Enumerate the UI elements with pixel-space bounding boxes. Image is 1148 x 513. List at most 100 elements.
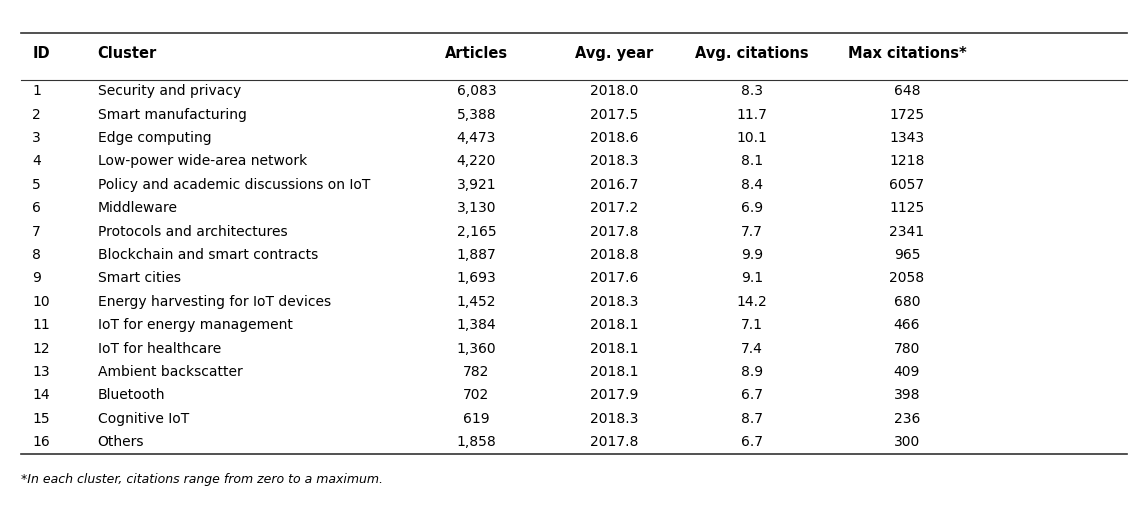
Text: Bluetooth: Bluetooth [98, 388, 165, 403]
Text: 12: 12 [32, 342, 49, 356]
Text: 780: 780 [894, 342, 920, 356]
Text: 2,165: 2,165 [457, 225, 496, 239]
Text: 619: 619 [463, 412, 490, 426]
Text: 236: 236 [894, 412, 920, 426]
Text: 1,360: 1,360 [457, 342, 496, 356]
Text: 6.9: 6.9 [740, 201, 763, 215]
Text: Smart cities: Smart cities [98, 271, 180, 285]
Text: Avg. year: Avg. year [575, 46, 653, 62]
Text: 7.7: 7.7 [740, 225, 763, 239]
Text: 466: 466 [893, 318, 921, 332]
Text: IoT for healthcare: IoT for healthcare [98, 342, 220, 356]
Text: 702: 702 [464, 388, 489, 403]
Text: 8.3: 8.3 [740, 84, 763, 98]
Text: 2017.8: 2017.8 [590, 225, 638, 239]
Text: 8.1: 8.1 [740, 154, 763, 168]
Text: 16: 16 [32, 436, 49, 449]
Text: Low-power wide-area network: Low-power wide-area network [98, 154, 307, 168]
Text: 2018.3: 2018.3 [590, 295, 638, 309]
Text: Edge computing: Edge computing [98, 131, 211, 145]
Text: 2018.3: 2018.3 [590, 412, 638, 426]
Text: Max citations*: Max citations* [847, 46, 967, 62]
Text: 11: 11 [32, 318, 49, 332]
Text: 3,130: 3,130 [457, 201, 496, 215]
Text: 2017.5: 2017.5 [590, 108, 638, 122]
Text: 2018.1: 2018.1 [590, 342, 638, 356]
Text: 300: 300 [894, 436, 920, 449]
Text: 1343: 1343 [890, 131, 924, 145]
Text: 2017.2: 2017.2 [590, 201, 638, 215]
Text: 1,887: 1,887 [457, 248, 496, 262]
Text: 2018.1: 2018.1 [590, 318, 638, 332]
Text: Ambient backscatter: Ambient backscatter [98, 365, 242, 379]
Text: 1725: 1725 [890, 108, 924, 122]
Text: 1218: 1218 [890, 154, 924, 168]
Text: 2017.8: 2017.8 [590, 436, 638, 449]
Text: Energy harvesting for IoT devices: Energy harvesting for IoT devices [98, 295, 331, 309]
Text: 1,452: 1,452 [457, 295, 496, 309]
Text: 10.1: 10.1 [737, 131, 767, 145]
Text: 6: 6 [32, 201, 41, 215]
Text: 11.7: 11.7 [737, 108, 767, 122]
Text: Middleware: Middleware [98, 201, 178, 215]
Text: 1,858: 1,858 [457, 436, 496, 449]
Text: 2017.6: 2017.6 [590, 271, 638, 285]
Text: Protocols and architectures: Protocols and architectures [98, 225, 287, 239]
Text: *In each cluster, citations range from zero to a maximum.: *In each cluster, citations range from z… [21, 473, 382, 486]
Text: 14: 14 [32, 388, 49, 403]
Text: 8: 8 [32, 248, 41, 262]
Text: Articles: Articles [445, 46, 507, 62]
Text: 9.9: 9.9 [740, 248, 763, 262]
Text: 7.1: 7.1 [740, 318, 763, 332]
Text: 782: 782 [464, 365, 489, 379]
Text: 2018.8: 2018.8 [590, 248, 638, 262]
Text: 7.4: 7.4 [740, 342, 763, 356]
Text: 8.4: 8.4 [740, 178, 763, 192]
Text: 13: 13 [32, 365, 49, 379]
Text: 398: 398 [893, 388, 921, 403]
Text: 3: 3 [32, 131, 41, 145]
Text: 6.7: 6.7 [740, 388, 763, 403]
Text: 1,384: 1,384 [457, 318, 496, 332]
Text: 1: 1 [32, 84, 41, 98]
Text: 6,083: 6,083 [457, 84, 496, 98]
Text: Others: Others [98, 436, 145, 449]
Text: 2016.7: 2016.7 [590, 178, 638, 192]
Text: 7: 7 [32, 225, 41, 239]
Text: Smart manufacturing: Smart manufacturing [98, 108, 247, 122]
Text: 5,388: 5,388 [457, 108, 496, 122]
Text: Cognitive IoT: Cognitive IoT [98, 412, 188, 426]
Text: 2341: 2341 [890, 225, 924, 239]
Text: 2018.6: 2018.6 [590, 131, 638, 145]
Text: 6057: 6057 [890, 178, 924, 192]
Text: 8.9: 8.9 [740, 365, 763, 379]
Text: 2018.0: 2018.0 [590, 84, 638, 98]
Text: 9: 9 [32, 271, 41, 285]
Text: 2058: 2058 [890, 271, 924, 285]
Text: 2017.9: 2017.9 [590, 388, 638, 403]
Text: 10: 10 [32, 295, 49, 309]
Text: 15: 15 [32, 412, 49, 426]
Text: 5: 5 [32, 178, 41, 192]
Text: 1,693: 1,693 [457, 271, 496, 285]
Text: Cluster: Cluster [98, 46, 157, 62]
Text: 4,220: 4,220 [457, 154, 496, 168]
Text: 4,473: 4,473 [457, 131, 496, 145]
Text: 14.2: 14.2 [737, 295, 767, 309]
Text: Security and privacy: Security and privacy [98, 84, 241, 98]
Text: 6.7: 6.7 [740, 436, 763, 449]
Text: Avg. citations: Avg. citations [696, 46, 808, 62]
Text: 965: 965 [893, 248, 921, 262]
Text: 2018.1: 2018.1 [590, 365, 638, 379]
Text: 2: 2 [32, 108, 41, 122]
Text: 409: 409 [894, 365, 920, 379]
Text: Policy and academic discussions on IoT: Policy and academic discussions on IoT [98, 178, 370, 192]
Text: Blockchain and smart contracts: Blockchain and smart contracts [98, 248, 318, 262]
Text: IoT for energy management: IoT for energy management [98, 318, 293, 332]
Text: 2018.3: 2018.3 [590, 154, 638, 168]
Text: 4: 4 [32, 154, 41, 168]
Text: 648: 648 [893, 84, 921, 98]
Text: 8.7: 8.7 [740, 412, 763, 426]
Text: 1125: 1125 [890, 201, 924, 215]
Text: 3,921: 3,921 [457, 178, 496, 192]
